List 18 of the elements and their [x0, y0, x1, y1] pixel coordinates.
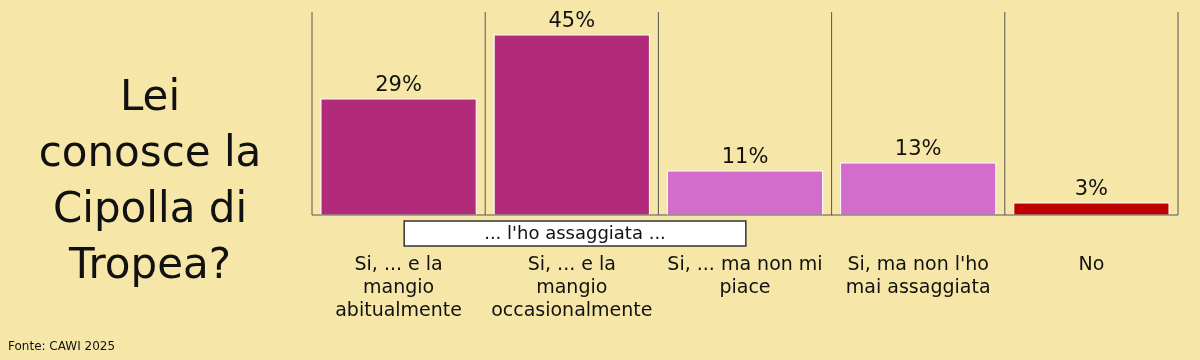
bar — [666, 170, 824, 216]
data-label: 29% — [375, 72, 422, 96]
x-tick-label: No — [1078, 252, 1105, 274]
source-note: Fonte: CAWI 2025 — [8, 339, 116, 353]
bar — [320, 98, 477, 216]
x-tick-label: Si, ma non l'ho mai assaggiata — [845, 252, 991, 297]
x-tick-label: Si, ... e la mangio occasionalmente — [491, 252, 653, 320]
bar — [1013, 202, 1170, 216]
data-label: 11% — [721, 144, 769, 168]
text: ... l'ho assaggiata ... — [484, 222, 666, 243]
data-label: 3% — [1074, 176, 1109, 200]
data-label: 13% — [894, 136, 942, 160]
x-tick-label: Si, ... ma non mi piace — [667, 252, 823, 297]
text: Lei conosce la Cipolla di Tropea? — [38, 71, 262, 288]
bar — [840, 162, 997, 216]
bar — [493, 34, 650, 216]
x-tick-label: Si, ... e la mangio abitualmente — [335, 252, 462, 320]
data-label: 45% — [548, 8, 596, 32]
